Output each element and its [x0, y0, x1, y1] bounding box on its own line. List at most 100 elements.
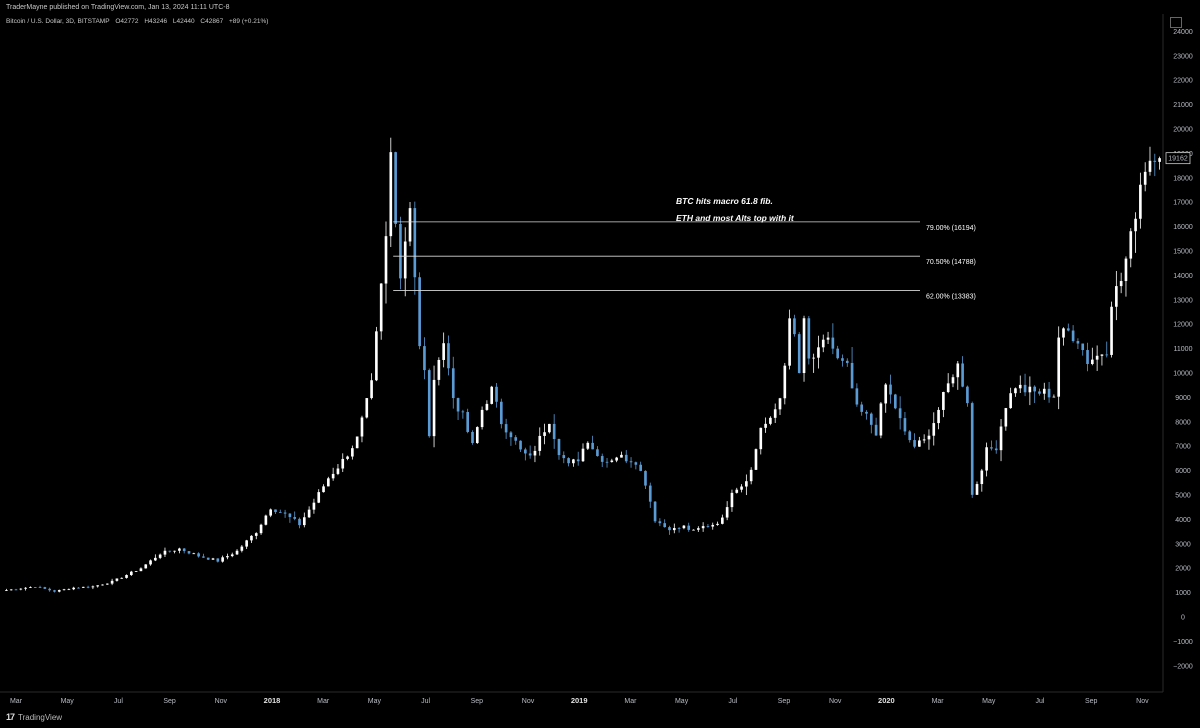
candle: [466, 408, 470, 434]
ohlc-change: +89 (+0.21%): [229, 18, 269, 25]
candle: [384, 221, 388, 304]
candle: [821, 334, 825, 353]
candle: [1066, 323, 1070, 332]
candle: [461, 409, 465, 419]
candle: [312, 498, 316, 514]
time-month-label: Sep: [778, 698, 791, 705]
footer-branding: 17 TradingView: [6, 712, 62, 722]
candle: [778, 397, 782, 416]
candle: [836, 345, 839, 360]
candle: [48, 587, 51, 592]
candle: [389, 137, 393, 248]
price-tick-label: 18000: [1173, 175, 1193, 182]
ohlc-low: L42440: [172, 18, 195, 25]
time-month-label: Jul: [421, 698, 430, 705]
candle: [110, 578, 114, 586]
candle: [33, 586, 37, 588]
candle: [1148, 146, 1152, 176]
candle: [29, 586, 32, 588]
candle: [576, 451, 580, 466]
candle: [648, 482, 652, 508]
candle: [831, 323, 835, 355]
candle: [721, 514, 724, 525]
candle: [913, 433, 916, 449]
candle: [475, 426, 479, 444]
candle: [874, 417, 878, 436]
candle: [408, 202, 412, 247]
price-axis[interactable]: −2000 −1000 0 1000 2000 3000 4000 5000 6000 7000 8…: [1162, 14, 1193, 692]
candle: [519, 440, 522, 453]
candle: [9, 589, 13, 591]
candle: [336, 464, 340, 476]
candle: [293, 511, 297, 521]
candle: [202, 553, 205, 558]
candle: [471, 430, 474, 445]
candle: [663, 519, 667, 528]
candle: [783, 362, 787, 405]
candle: [716, 521, 719, 526]
candle: [1124, 256, 1128, 297]
candle: [495, 383, 498, 408]
ohlc-high: H43246: [144, 18, 168, 25]
candle: [850, 346, 854, 389]
candle: [528, 445, 532, 459]
fib-label: 79.00% (16194): [926, 225, 976, 232]
candle: [370, 373, 373, 400]
candle: [413, 201, 417, 295]
chart-settings-icon[interactable]: [1170, 17, 1182, 28]
candle: [668, 525, 671, 535]
candle: [745, 474, 748, 496]
candle: [240, 545, 244, 553]
candle: [182, 548, 186, 554]
candle: [1100, 354, 1104, 366]
time-month-label: Mar: [10, 698, 23, 705]
symbol-name[interactable]: Bitcoin / U.S. Dollar, 3D, BITSTAMP: [6, 18, 110, 25]
candle: [942, 391, 945, 418]
candle: [1062, 327, 1065, 346]
candle: [120, 577, 124, 579]
candle: [499, 398, 503, 429]
candle: [144, 564, 148, 569]
candle: [788, 309, 791, 370]
candle: [908, 430, 912, 443]
fib-label: 62.00% (13383): [926, 293, 976, 300]
last-price-label: 19162: [1165, 152, 1191, 165]
candle: [62, 588, 66, 591]
candle: [1028, 376, 1032, 406]
candle: [1110, 301, 1113, 358]
candle: [375, 326, 378, 382]
candle: [865, 410, 868, 420]
price-chart[interactable]: 79.00% (16194) 70.50% (14788) 62.00% (1338…: [0, 0, 1200, 710]
time-month-label: Nov: [829, 698, 842, 705]
candle: [692, 529, 695, 531]
candle: [672, 523, 676, 534]
time-month-label: Jul: [728, 698, 737, 705]
candle: [884, 383, 888, 413]
candle: [423, 337, 426, 380]
candle: [288, 513, 292, 523]
price-tick-label: 10000: [1173, 371, 1193, 378]
candle: [543, 423, 546, 445]
candle: [956, 360, 960, 390]
candle: [96, 585, 100, 588]
price-tick-label: 12000: [1173, 322, 1193, 329]
candle: [749, 467, 753, 485]
candle: [509, 431, 513, 446]
time-axis[interactable]: Mar May Jul Sep Nov 2018 Mar May Jul Sep Nov 2019 Ma…: [0, 691, 1163, 705]
candle: [812, 353, 815, 373]
candle: [149, 559, 152, 566]
price-tick-label: 21000: [1173, 102, 1193, 109]
candle: [173, 550, 176, 554]
candle: [966, 385, 969, 407]
candle: [826, 331, 830, 345]
time-month-label: Mar: [624, 698, 637, 705]
candle: [1119, 272, 1123, 294]
candle: [394, 151, 397, 228]
candle: [245, 539, 248, 549]
candle: [442, 332, 445, 368]
price-tick-label: 6000: [1175, 468, 1191, 475]
candle: [807, 316, 811, 365]
price-tick-label: 8000: [1175, 419, 1191, 426]
time-year-label: 2020: [878, 696, 895, 705]
candle: [1095, 345, 1099, 371]
